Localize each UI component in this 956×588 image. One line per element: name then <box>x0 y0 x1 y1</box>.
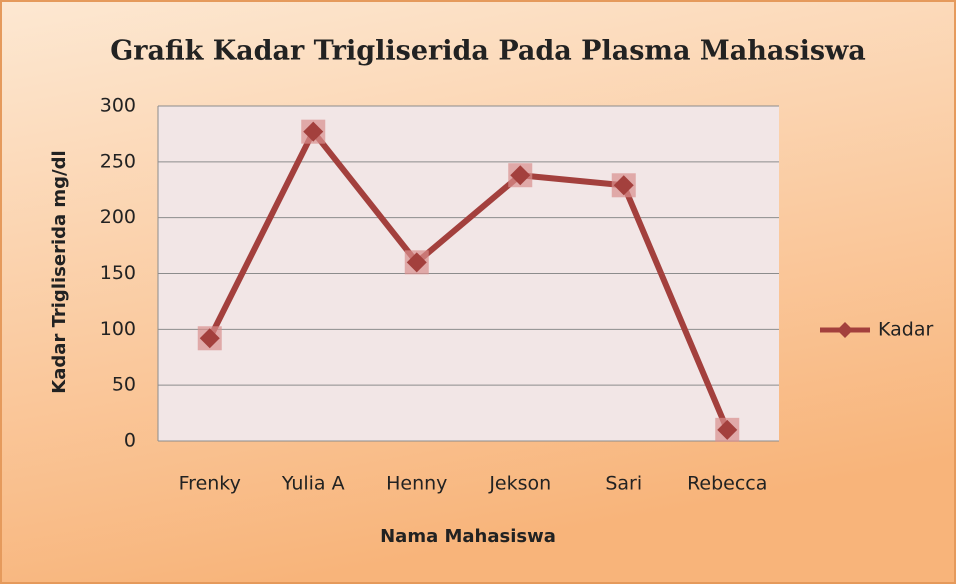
data-point <box>197 326 222 351</box>
data-point <box>715 417 740 442</box>
y-tick-label: 150 <box>100 262 136 284</box>
chart-title: Grafik Kadar Trigliserida Pada Plasma Ma… <box>110 36 866 67</box>
data-point <box>404 250 429 275</box>
x-tick-label: Henny <box>386 473 447 495</box>
data-point <box>301 119 326 144</box>
x-tick-label: Frenky <box>179 473 241 495</box>
x-tick-label: Yulia A <box>281 473 345 495</box>
y-tick-label: 50 <box>112 374 136 396</box>
data-point <box>508 163 533 188</box>
y-tick-label: 250 <box>100 150 136 172</box>
y-tick-label: 100 <box>100 318 136 340</box>
y-tick-label: 0 <box>124 430 136 452</box>
y-tick-label: 200 <box>100 206 136 228</box>
x-tick-label: Sari <box>605 473 642 495</box>
legend-marker <box>837 322 853 338</box>
x-tick-label: Rebecca <box>687 473 767 495</box>
x-tick-label: Jekson <box>488 473 551 495</box>
y-axis-label: Kadar Trigliserida mg/dl <box>49 150 70 393</box>
x-axis-label: Nama Mahasiswa <box>380 526 556 547</box>
data-line <box>207 128 731 432</box>
y-tick-label: 300 <box>100 95 136 117</box>
data-point <box>611 173 636 198</box>
legend-label: Kadar <box>878 319 933 341</box>
